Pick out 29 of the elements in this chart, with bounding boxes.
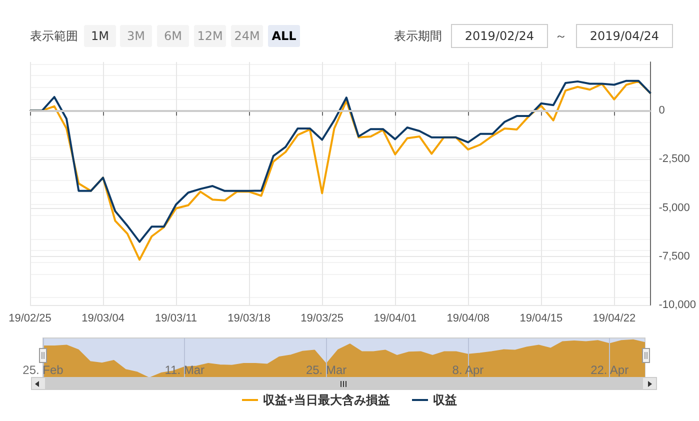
y-tick-label: -2,500: [658, 153, 690, 166]
x-tick-label: 25. Mar: [306, 363, 347, 377]
x-tick-label: 19/03/04: [82, 312, 124, 324]
y-tick-label: -10,000: [658, 299, 696, 311]
x-tick-label: 19/02/25: [8, 312, 52, 324]
y-tick-label: -7,500: [658, 250, 690, 262]
text: ALL: [268, 25, 300, 47]
text: 12M: [194, 25, 226, 47]
x-tick-label: 22. Apr: [590, 363, 629, 377]
text: 2019/02/24: [451, 24, 548, 48]
legend-label: 収益+当日最大含み損益: [262, 393, 390, 407]
text: 3M: [120, 25, 152, 47]
text: 6M: [157, 25, 189, 47]
x-tick-label: 19/03/11: [155, 312, 198, 324]
y-tick-label: -5,000: [658, 202, 690, 214]
x-tick-label: 19/03/18: [228, 312, 270, 324]
x-tick-label: 19/04/22: [592, 312, 636, 324]
x-tick-label: 19/04/01: [374, 312, 417, 324]
x-tick-label: 19/03/25: [300, 312, 344, 324]
text: ～: [555, 28, 567, 45]
text: 表示期間: [394, 28, 442, 45]
text: 2019/04/24: [576, 24, 673, 48]
legend-label: 収益: [433, 393, 458, 407]
text: 24M: [231, 25, 263, 47]
text: 表示範囲: [30, 28, 78, 45]
x-tick-label: 19/04/15: [520, 312, 563, 324]
x-tick-label: 19/04/08: [446, 312, 490, 324]
text: 1M: [84, 25, 116, 47]
y-tick-label: 0: [658, 104, 665, 117]
